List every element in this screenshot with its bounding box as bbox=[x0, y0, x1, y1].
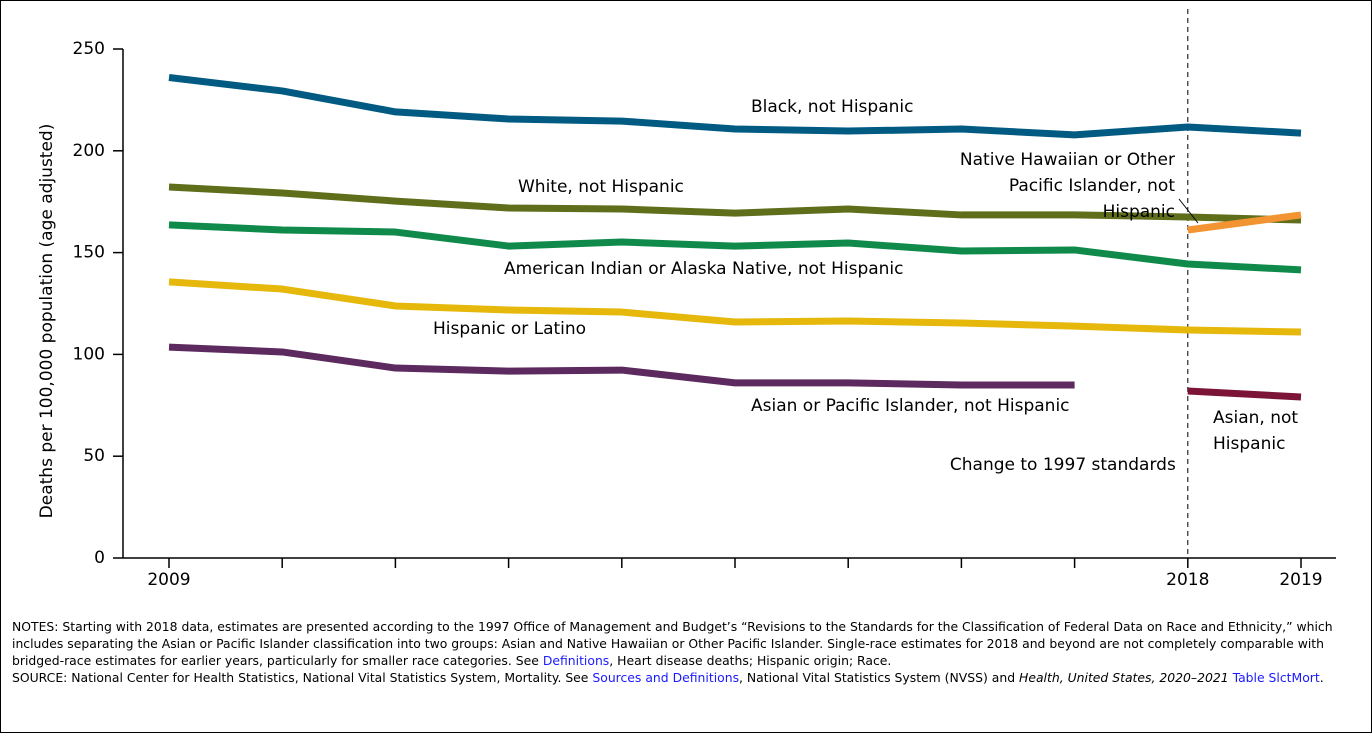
note-text: , Heart disease deaths; Hispanic origin;… bbox=[609, 653, 892, 668]
note-paragraph: SOURCE: National Center for Health Stati… bbox=[12, 669, 1352, 686]
x-tick-label: 2009 bbox=[147, 570, 190, 590]
series-label: White, not Hispanic bbox=[518, 177, 684, 197]
y-tick-label: 100 bbox=[73, 344, 105, 364]
series-line bbox=[1187, 387, 1302, 401]
y-tick-label: 200 bbox=[73, 141, 105, 161]
link[interactable]: Definitions bbox=[542, 653, 610, 668]
note-text: , National Vital Statistics System (NVSS… bbox=[739, 670, 1020, 685]
link[interactable]: Sources and Definitions bbox=[592, 670, 740, 685]
series-label: Black, not Hispanic bbox=[751, 97, 914, 117]
x-tick-label: 2019 bbox=[1279, 570, 1322, 590]
x-tick-label: 2018 bbox=[1166, 570, 1209, 590]
series-label: Asian, not Hispanic bbox=[1213, 408, 1299, 454]
label-leader bbox=[1178, 198, 1199, 224]
y-tick-label: 50 bbox=[83, 446, 105, 466]
y-axis-label: Deaths per 100,000 population (age adjus… bbox=[37, 124, 57, 519]
note-text: NOTES: Starting with 2018 data, estimate… bbox=[12, 619, 1333, 668]
series-label: Native Hawaiian or Other Pacific Islande… bbox=[959, 150, 1175, 222]
notes: NOTES: Starting with 2018 data, estimate… bbox=[12, 618, 1352, 686]
note-text: SOURCE: National Center for Health Stati… bbox=[12, 670, 593, 685]
series-label: Hispanic or Latino bbox=[433, 319, 587, 339]
series-label: Asian or Pacific Islander, not Hispanic bbox=[751, 396, 1070, 416]
series-line bbox=[168, 183, 1302, 224]
annotation: Change to 1997 standards bbox=[950, 455, 1176, 475]
y-tick-label: 250 bbox=[73, 39, 105, 59]
series-line bbox=[168, 278, 1302, 336]
note-text: . bbox=[1319, 670, 1324, 685]
note-paragraph: NOTES: Starting with 2018 data, estimate… bbox=[12, 618, 1352, 669]
note-text: Health, United States, 2020–2021 bbox=[1019, 670, 1229, 685]
series-line bbox=[168, 74, 1302, 139]
series-line bbox=[168, 221, 1302, 274]
chart: Deaths per 100,000 population (age adjus… bbox=[37, 9, 1336, 590]
y-tick-label: 0 bbox=[94, 548, 105, 568]
series-line bbox=[168, 343, 1075, 389]
y-tick-label: 150 bbox=[73, 243, 105, 263]
series-label: American Indian or Alaska Native, not Hi… bbox=[504, 259, 904, 279]
link[interactable]: Table SlctMort bbox=[1232, 670, 1320, 685]
series-line bbox=[1187, 211, 1302, 234]
